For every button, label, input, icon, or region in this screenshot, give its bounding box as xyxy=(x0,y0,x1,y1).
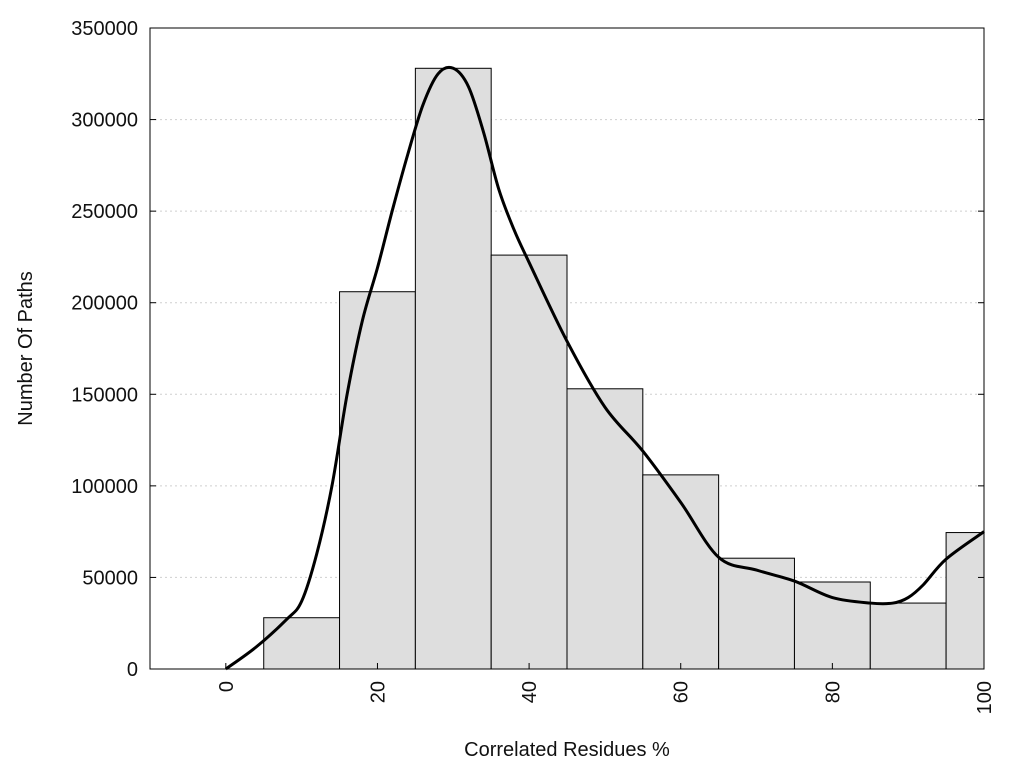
y-tick-label: 150000 xyxy=(71,384,138,406)
y-tick-label: 100000 xyxy=(71,476,138,498)
histogram-bar xyxy=(869,602,947,670)
x-axis-ticks: 0 20 40 60 80 100 xyxy=(216,663,996,714)
x-tick-label: 0 xyxy=(216,681,238,692)
x-tick-label: 40 xyxy=(519,681,541,703)
histogram-bar xyxy=(263,617,341,670)
y-tick-label: 300000 xyxy=(71,110,138,132)
y-tick-label: 200000 xyxy=(71,293,138,315)
y-axis-ticks: 0 50000 100000 150000 200000 250000 300000 3500… xyxy=(71,18,984,681)
plot-frame xyxy=(149,27,985,670)
x-tick-label: 100 xyxy=(974,681,996,714)
histogram-bar xyxy=(414,67,492,670)
y-tick-label: 0 xyxy=(127,659,138,681)
histogram-bars xyxy=(263,67,985,670)
histogram-bar xyxy=(490,254,568,670)
x-tick-label: 80 xyxy=(822,681,844,703)
histogram-bar xyxy=(718,557,795,670)
x-tick-label: 60 xyxy=(671,681,693,703)
histogram-bar xyxy=(339,291,416,670)
x-tick-label: 20 xyxy=(367,681,389,703)
y-tick-label: 250000 xyxy=(71,201,138,223)
y-tick-label: 350000 xyxy=(71,18,138,40)
density-curve xyxy=(224,65,985,671)
histogram-bar xyxy=(793,581,871,670)
y-axis-label: Number Of Paths xyxy=(15,271,37,426)
y-tick-label: 50000 xyxy=(82,567,138,589)
x-axis-label: Correlated Residues % xyxy=(464,739,670,761)
histogram-bar xyxy=(566,388,644,670)
